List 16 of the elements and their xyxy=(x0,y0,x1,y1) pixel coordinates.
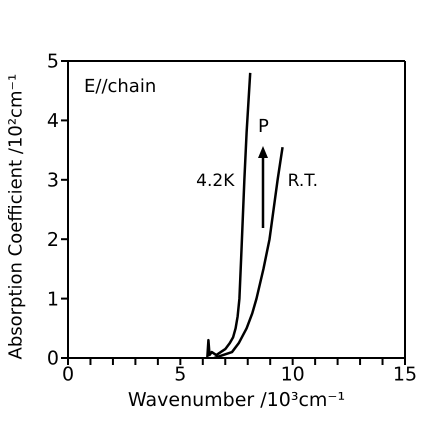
series-label: R.T. xyxy=(288,170,318,191)
annotation: P xyxy=(258,116,269,137)
x-tick-label: 5 xyxy=(174,363,186,386)
x-tick-label: 10 xyxy=(280,363,305,386)
y-tick-label: 2 xyxy=(46,228,59,251)
x-axis-title: Wavenumber /10³cm⁻¹ xyxy=(128,389,346,411)
y-tick-label: 0 xyxy=(46,348,59,370)
y-tick-label: 5 xyxy=(46,50,59,73)
annotation: E//chain xyxy=(84,76,156,97)
y-tick-label: 3 xyxy=(46,170,59,192)
y-tick-label: 1 xyxy=(46,288,59,310)
y-tick-label: 4 xyxy=(46,110,59,132)
x-tick-label: 0 xyxy=(62,363,74,386)
series-label: 4.2K xyxy=(196,170,236,191)
y-axis-title: Absorption Coefficient /10²cm⁻¹ xyxy=(5,74,26,360)
x-tick-label: 15 xyxy=(392,363,418,386)
